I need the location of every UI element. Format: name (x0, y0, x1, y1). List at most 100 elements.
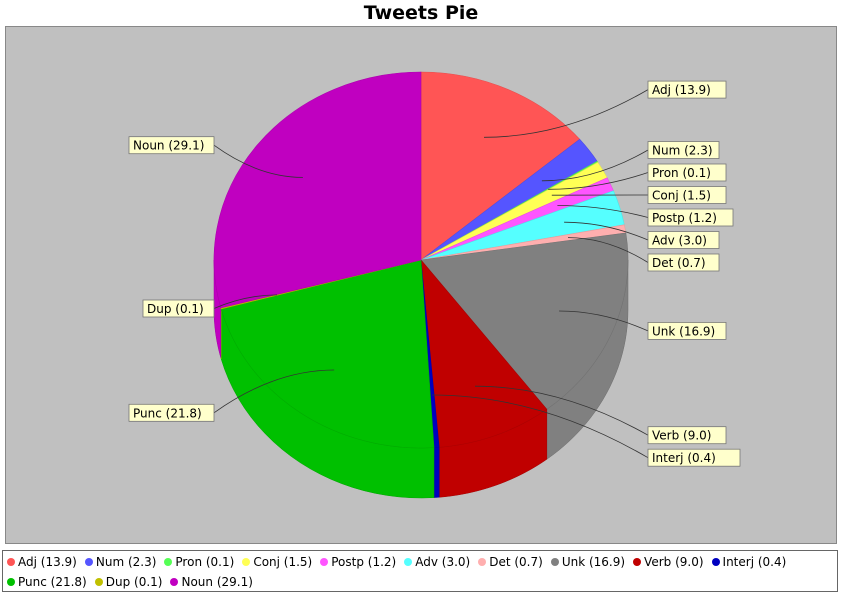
leader-line (557, 205, 649, 218)
legend-swatch (550, 558, 559, 566)
slice-label-text: Noun (29.1) (133, 139, 204, 153)
label-num: Num (2.3) (647, 141, 720, 159)
legend-swatch (84, 558, 93, 566)
label-pron: Pron (0.1) (647, 163, 727, 182)
legend-swatch (242, 558, 251, 566)
leader-line (567, 237, 649, 263)
label-box (647, 80, 727, 99)
label-noun: Noun (29.1) (128, 136, 215, 155)
label-verb: Verb (9.0) (647, 426, 727, 445)
label-det: Det (0.7) (647, 253, 720, 272)
legend-item: Punc (21.8) (5, 572, 87, 592)
slice-label-text: Adj (13.9) (652, 83, 711, 97)
legend-item: Noun (29.1) (168, 572, 253, 592)
legend-label: Adj (13.9) (18, 555, 77, 569)
slice-label-text: Conj (1.5) (652, 189, 711, 203)
slice-label-text: Postp (1.2) (652, 211, 717, 225)
label-punc: Punc (21.8) (128, 403, 215, 422)
legend-label: Punc (21.8) (18, 575, 87, 589)
legend-swatch (170, 578, 179, 586)
legend-swatch (94, 578, 103, 586)
legend-item: Interj (0.4) (710, 552, 787, 572)
label-box (647, 163, 727, 182)
legend-label: Verb (9.0) (644, 555, 704, 569)
legend-label: Pron (0.1) (175, 555, 235, 569)
slice-unk (420, 232, 629, 410)
label-box (647, 186, 727, 204)
legend-swatch (404, 558, 413, 566)
slice-label-text: Adv (3.0) (652, 234, 707, 248)
slice-label-text: Num (2.3) (652, 144, 713, 158)
slice-label-text: Pron (0.1) (652, 166, 711, 180)
legend-label: Noun (29.1) (181, 575, 253, 589)
legend-item: Adj (13.9) (5, 552, 77, 572)
legend: Adj (13.9) Num (2.3) Pron (0.1) Conj (1.5) P… (2, 550, 838, 592)
legend-item: Conj (1.5) (240, 552, 312, 572)
leader-line (483, 89, 649, 138)
slice-adj (420, 71, 581, 261)
label-adj: Adj (13.9) (647, 80, 727, 99)
legend-swatch (164, 558, 173, 566)
legend-label: Det (0.7) (489, 555, 543, 569)
legend-label: Interj (0.4) (722, 555, 787, 569)
slice-label-text: Det (0.7) (652, 256, 706, 270)
label-conj: Conj (1.5) (647, 186, 727, 204)
label-adv: Adv (3.0) (647, 231, 720, 249)
slice-label-text: Punc (21.8) (133, 406, 202, 420)
legend-label: Dup (0.1) (105, 575, 163, 589)
label-box (647, 141, 720, 159)
legend-label: Postp (1.2) (331, 555, 397, 569)
leader-line (559, 310, 649, 332)
slice-label-text: Interj (0.4) (652, 451, 716, 465)
slice-labels: Adj (13.9) Num (2.3) Pron (0.1) Conj (1.5) P… (128, 80, 741, 467)
slice-label-text: Unk (16.9) (652, 324, 715, 338)
label-box (128, 136, 215, 155)
label-box (647, 231, 720, 249)
leader-line (548, 172, 649, 190)
slice-side-interj (433, 446, 440, 498)
label-box (647, 448, 741, 467)
legend-item: Unk (16.9) (549, 552, 625, 572)
legend-label: Adv (3.0) (415, 555, 471, 569)
slice-noun (213, 71, 422, 309)
label-box (647, 208, 734, 227)
label-box (142, 299, 215, 318)
legend-label: Conj (1.5) (253, 555, 313, 569)
slice-label-text: Verb (9.0) (652, 429, 711, 443)
leader-line (213, 369, 335, 414)
legend-row: Punc (21.8) Dup (0.1) Noun (29.1) (5, 572, 837, 592)
legend-item: Det (0.7) (476, 552, 543, 572)
label-unk: Unk (16.9) (647, 321, 727, 340)
label-postp: Postp (1.2) (647, 208, 734, 227)
legend-item: Postp (1.2) (318, 552, 396, 572)
legend-item: Pron (0.1) (162, 552, 234, 572)
legend-label: Unk (16.9) (561, 555, 626, 569)
legend-item: Adv (3.0) (402, 552, 470, 572)
legend-item: Verb (9.0) (631, 552, 704, 572)
legend-swatch (320, 558, 329, 566)
leader-line (432, 394, 649, 459)
leader-line (564, 221, 649, 241)
legend-swatch (7, 578, 15, 586)
legend-row: Adj (13.9) Num (2.3) Pron (0.1) Conj (1.5) P… (5, 552, 837, 572)
label-box (647, 321, 727, 340)
label-dup: Dup (0.1) (142, 299, 215, 318)
legend-item: Num (2.3) (83, 552, 157, 572)
label-leaders (213, 89, 649, 459)
legend-swatch (711, 558, 720, 566)
leader-line (541, 149, 649, 182)
slice-punc (220, 259, 435, 449)
label-box (128, 403, 215, 422)
legend-label: Num (2.3) (95, 555, 157, 569)
legend-item: Dup (0.1) (93, 572, 163, 592)
chart-title: Tweets Pie (363, 2, 479, 24)
slice-label-text: Dup (0.1) (147, 302, 204, 316)
legend-swatch (633, 558, 642, 566)
leader-line (213, 294, 278, 309)
leader-line (474, 385, 649, 436)
label-box (647, 426, 727, 445)
pie-top (213, 71, 629, 449)
leader-line (213, 144, 303, 178)
label-interj: Interj (0.4) (647, 448, 741, 467)
